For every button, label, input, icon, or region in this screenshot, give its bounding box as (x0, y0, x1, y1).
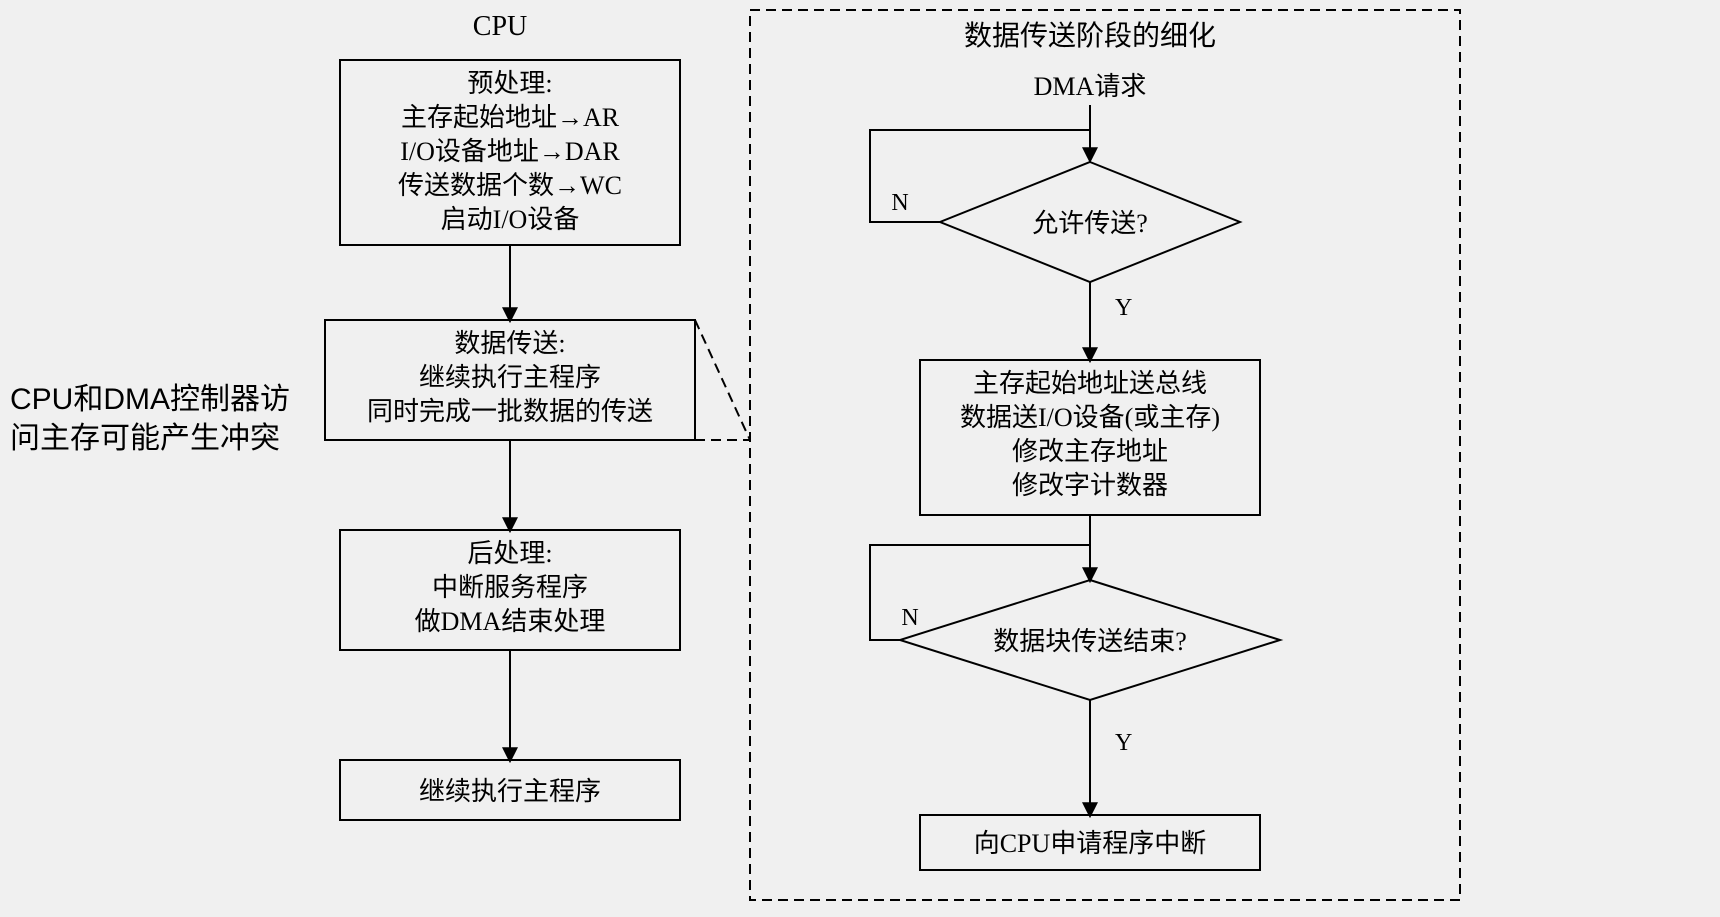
diamond2-no: N (901, 605, 918, 631)
right-title: 数据传送阶段的细化 (964, 20, 1216, 52)
left-box3-line2: 做DMA结束处理 (415, 607, 606, 636)
left-title: CPU (473, 11, 527, 42)
left-box2-line1: 继续执行主程序 (419, 363, 601, 392)
flowchart-svg: CPU 预处理: 主存起始地址→AR I/O设备地址→DAR 传送数据个数→WC… (0, 0, 1720, 917)
right-box2-line0: 向CPU申请程序中断 (974, 829, 1207, 858)
diamond1-yes: Y (1115, 295, 1132, 321)
right-box1-line1: 数据送I/O设备(或主存) (960, 403, 1220, 432)
left-box1-line4: 启动I/O设备 (441, 205, 580, 234)
right-box1-line0: 主存起始地址送总线 (973, 369, 1207, 398)
left-box3-line0: 后处理: (467, 539, 552, 568)
diamond1-no: N (891, 190, 908, 216)
left-box2-line2: 同时完成一批数据的传送 (367, 397, 653, 426)
left-box1-line3: 传送数据个数→WC (398, 171, 622, 200)
left-box1-line1: 主存起始地址→AR (401, 103, 620, 132)
diamond2-yes: Y (1115, 730, 1132, 756)
left-box1-line0: 预处理: (467, 69, 552, 98)
left-box2-line0: 数据传送: (454, 329, 565, 358)
left-box1-line2: I/O设备地址→DAR (400, 137, 620, 166)
right-box1-line3: 修改字计数器 (1012, 471, 1168, 500)
diamond1-label: 允许传送? (1032, 209, 1148, 238)
left-box4-line0: 继续执行主程序 (419, 777, 601, 806)
right-box1-line2: 修改主存地址 (1012, 437, 1168, 466)
diamond2-label: 数据块传送结束? (993, 627, 1187, 656)
right-start: DMA请求 (1034, 72, 1147, 101)
left-box3-line1: 中断服务程序 (432, 573, 588, 602)
dash-connector-top (695, 320, 750, 440)
